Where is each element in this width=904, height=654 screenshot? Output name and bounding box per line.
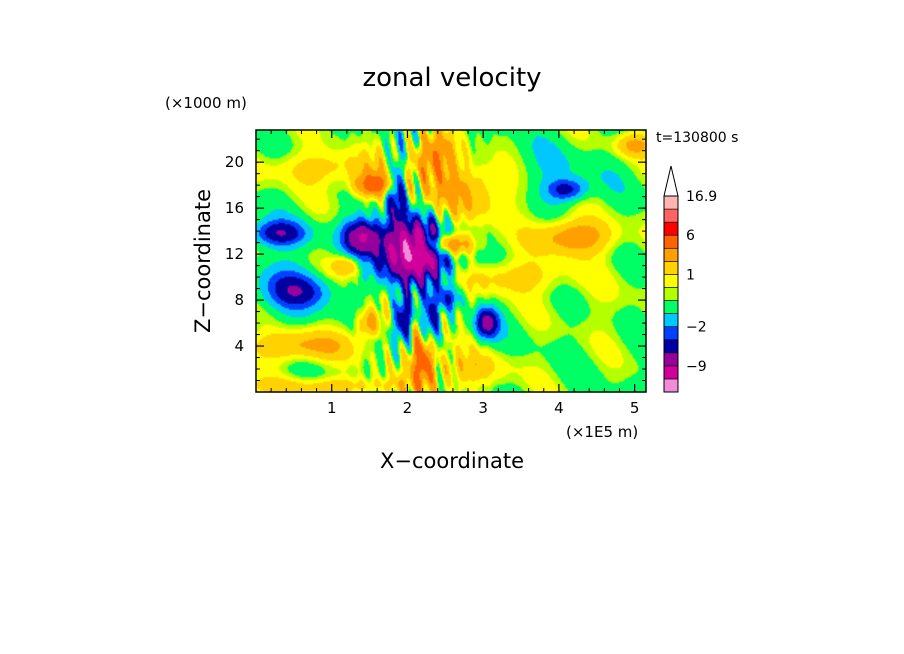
colorbar-swatch [663,261,679,275]
y-axis-unit: (×1000 m) [165,94,247,112]
chart-title: zonal velocity [362,63,541,93]
colorbar-swatch [663,221,679,236]
y-tick-label: 12 [225,245,244,263]
colorbar: 16.9 6 1 −2 −9 [663,165,717,393]
colorbar-swatch [663,287,679,301]
x-tick-label: 3 [478,399,488,417]
colorbar-swatch [663,234,679,249]
colorbar-swatch [663,352,679,367]
x-tick-label: 2 [403,399,413,417]
x-axis-unit: (×1E5 m) [566,423,638,441]
colorbar-swatch [663,208,679,223]
colorbar-swatch [663,247,679,262]
colorbar-swatch [663,300,679,314]
y-axis-label: Z−coordinate [191,189,215,333]
colorbar-swatch [663,274,679,288]
colorbar-swatch [663,313,679,327]
colorbar-swatch [663,326,679,341]
x-tick-label: 1 [327,399,337,417]
colorbar-label: 6 [686,228,695,244]
heatmap-field [256,130,646,392]
colorbar-extend-arrow [663,165,679,197]
colorbar-swatch [663,365,679,380]
colorbar-swatch [663,339,679,354]
x-axis-label: X−coordinate [380,449,524,473]
colorbar-label: 1 [686,267,695,283]
plot-area [256,130,646,392]
y-tick-label: 8 [234,291,244,309]
y-tick-label: 16 [225,199,244,217]
x-tick-label: 5 [630,399,640,417]
colorbar-frame [663,195,679,393]
colorbar-swatch [663,195,679,210]
x-tick-label: 4 [554,399,564,417]
y-tick-label: 20 [225,153,244,171]
y-tick-label: 4 [234,337,244,355]
time-label: t=130800 s [656,130,738,146]
colorbar-swatch [663,378,679,393]
colorbar-label: −9 [686,359,707,375]
colorbar-label: −2 [686,320,707,336]
colorbar-label: 16.9 [686,189,717,205]
plot-frame [255,129,647,393]
